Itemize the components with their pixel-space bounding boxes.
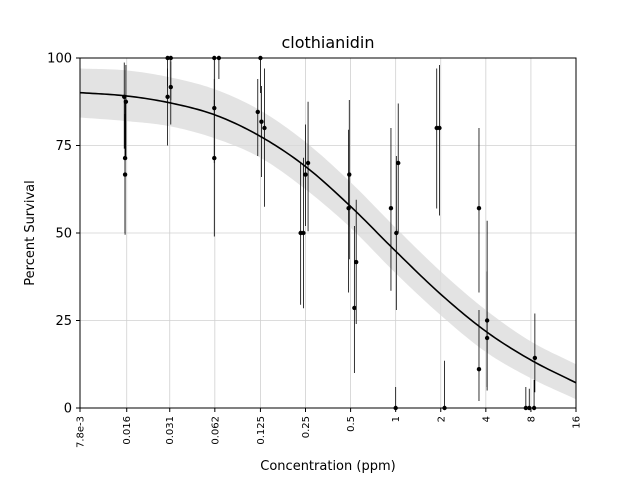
data-point (476, 366, 482, 372)
fit-curve-layer (79, 91, 577, 384)
data-point (305, 160, 311, 166)
y-tick-label: 75 (55, 139, 72, 154)
y-axis-label: Percent Survival (23, 180, 38, 285)
data-point (262, 125, 267, 131)
x-tick-label: 0.016 (122, 416, 133, 445)
confidence-band-layer (80, 68, 576, 400)
x-tick-label: 0.5 (346, 416, 357, 432)
data-point (122, 94, 127, 100)
x-tick-label: 2 (436, 416, 447, 422)
data-point (388, 205, 394, 211)
data-point (303, 172, 308, 177)
x-tick-label: 0.25 (301, 416, 312, 438)
data-point (301, 230, 306, 236)
data-point (532, 355, 538, 361)
data-point (259, 119, 264, 124)
data-points-layer (122, 55, 538, 411)
data-point (165, 94, 170, 100)
y-tick-label: 0 (64, 402, 72, 417)
x-tick-label: 1 (391, 416, 402, 422)
y-tick-label: 50 (55, 227, 72, 242)
fit-curve (79, 91, 577, 384)
confidence-band (80, 68, 576, 400)
data-point (347, 172, 352, 177)
chart-title: clothianidin (281, 33, 374, 52)
data-point (476, 205, 482, 211)
data-point (396, 160, 401, 166)
data-point (437, 125, 442, 131)
x-tick-label: 7.8e-3 (76, 416, 87, 448)
data-point (346, 205, 351, 211)
ticks-layer: 7.8e-3 0.016 0.031 0.062 0.125 0.25 0.5 1 2 4 8 16 0… (47, 52, 582, 449)
data-point (212, 155, 217, 161)
data-point (353, 259, 359, 265)
x-tick-label: 8 (526, 416, 537, 422)
data-point (352, 305, 357, 311)
data-point (122, 172, 128, 177)
y-tick-label: 100 (47, 52, 72, 67)
x-tick-label: 16 (572, 416, 583, 429)
x-axis-label: Concentration (ppm) (260, 459, 395, 474)
y-tick-label: 25 (55, 314, 72, 329)
x-tick-label: 4 (481, 416, 492, 422)
data-point (484, 335, 490, 341)
data-point (255, 109, 260, 115)
data-point (168, 84, 173, 90)
x-tick-label: 0.125 (256, 416, 267, 445)
data-point (394, 230, 399, 236)
x-tick-label: 0.062 (210, 416, 221, 445)
x-tick-label: 0.031 (165, 416, 176, 445)
data-point (123, 99, 129, 104)
